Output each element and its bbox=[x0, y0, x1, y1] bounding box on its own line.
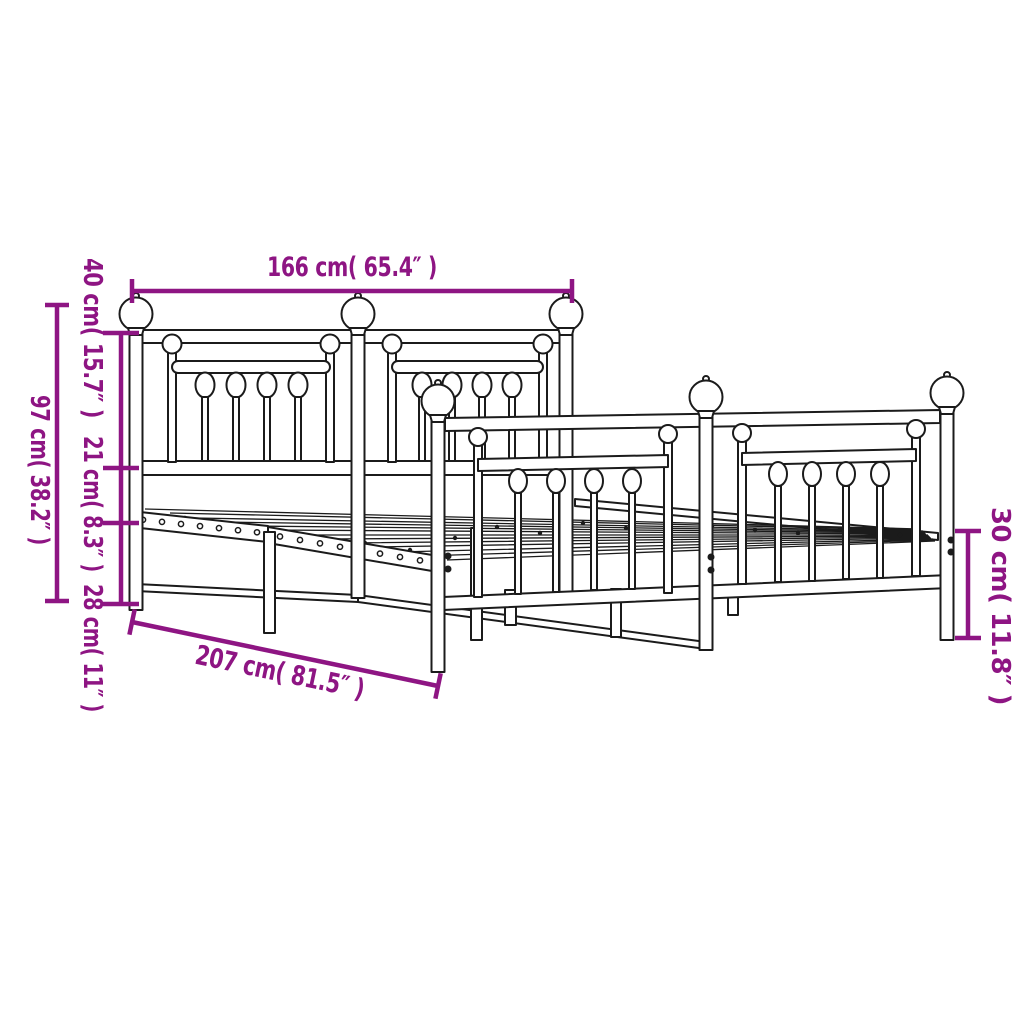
footboard-left-panel bbox=[468, 424, 678, 598]
footboard-right-panel bbox=[732, 419, 926, 585]
footboard-height-label: 30 cm( 11.8″ ) bbox=[985, 507, 1015, 705]
dimension-total-height: 97 cm( 38.2″ ) bbox=[24, 302, 69, 604]
headboard-left-panel bbox=[161, 333, 341, 463]
footboard-post-right bbox=[939, 408, 955, 641]
headboard bbox=[118, 292, 584, 611]
footboard-top-rail bbox=[444, 409, 941, 432]
dimension-height-segments: 40 cm( 15.7″ ) 21 cm( 8.3″ ) 28 cm( 11″ … bbox=[77, 258, 139, 712]
bed-frame-drawing bbox=[118, 292, 965, 673]
headboard-middle-label: 21 cm( 8.3″ ) bbox=[77, 436, 107, 572]
center-brace-front bbox=[135, 583, 359, 603]
clearance-label: 28 cm( 11″ ) bbox=[77, 584, 107, 712]
dimension-length: 207 cm( 81.5″ ) bbox=[127, 608, 443, 706]
ball-finials bbox=[118, 292, 584, 336]
dimension-top-width: 166 cm( 65.4″ ) bbox=[129, 252, 575, 303]
headboard-upper-label: 40 cm( 15.7″ ) bbox=[77, 258, 107, 418]
footboard bbox=[420, 371, 965, 673]
footboard-post-left bbox=[430, 416, 446, 673]
dimension-annotations: 166 cm( 65.4″ ) 97 cm( 38.2″ ) 40 cm( 15… bbox=[24, 252, 1015, 712]
dimension-footboard-height: 30 cm( 11.8″ ) bbox=[955, 507, 1015, 705]
top-width-label: 166 cm( 65.4″ ) bbox=[267, 252, 437, 283]
ball-finials bbox=[420, 371, 965, 423]
spindles bbox=[508, 468, 642, 595]
headboard-right-panel bbox=[381, 333, 554, 463]
footboard-post-center bbox=[698, 412, 714, 651]
side-rail-rear bbox=[267, 526, 433, 572]
headboard-post-center bbox=[350, 328, 366, 599]
support-leg bbox=[263, 531, 276, 634]
spindles bbox=[194, 371, 309, 462]
bolts bbox=[444, 536, 955, 574]
total-height-label: 97 cm( 38.2″ ) bbox=[24, 395, 54, 545]
spindles bbox=[768, 461, 890, 583]
length-label: 207 cm( 81.5″ ) bbox=[192, 640, 367, 706]
